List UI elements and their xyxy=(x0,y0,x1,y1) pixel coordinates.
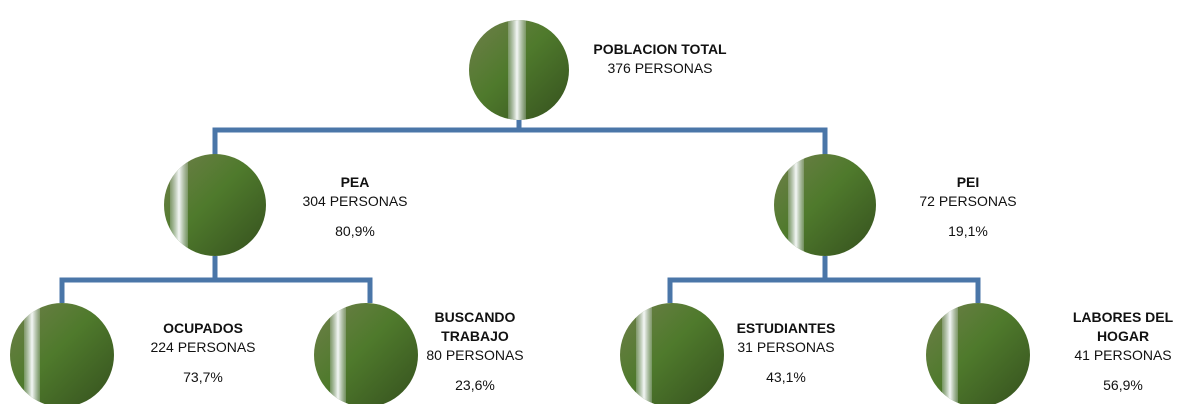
node-label: PEA 304 PERSONAS 80,9% xyxy=(285,173,425,241)
node-title: ESTUDIANTES xyxy=(736,320,836,336)
node-percent: 80,9% xyxy=(335,223,375,239)
photos xyxy=(10,20,1030,404)
connector xyxy=(667,256,981,303)
node-label: LABORES DEL HOGAR 41 PERSONAS 56,9% xyxy=(1068,308,1178,395)
connector xyxy=(212,118,828,155)
node-count: 376 PERSONAS xyxy=(607,60,713,76)
node-label: POBLACION TOTAL 376 PERSONAS xyxy=(570,40,750,78)
photo xyxy=(10,303,114,404)
photo xyxy=(620,303,724,404)
photo xyxy=(926,303,1030,404)
connector xyxy=(59,256,373,303)
node-title: PEA xyxy=(340,174,370,190)
node-percent: 19,1% xyxy=(948,223,988,239)
node-count: 41 PERSONAS xyxy=(1074,347,1172,363)
node-percent: 23,6% xyxy=(455,377,495,393)
node-title: LABORES DEL HOGAR xyxy=(1072,309,1174,344)
node-percent: 56,9% xyxy=(1103,377,1143,393)
node-percent: 43,1% xyxy=(766,369,806,385)
node-count: 72 PERSONAS xyxy=(919,193,1017,209)
node-count: 31 PERSONAS xyxy=(737,339,835,355)
node-label: PEI 72 PERSONAS 19,1% xyxy=(898,173,1038,241)
photo xyxy=(164,154,266,256)
connectors xyxy=(59,118,981,303)
node-title: BUSCANDO TRABAJO xyxy=(434,309,516,344)
node-count: 304 PERSONAS xyxy=(302,193,408,209)
node-title: POBLACION TOTAL xyxy=(593,41,727,57)
node-count: 80 PERSONAS xyxy=(426,347,524,363)
node-title: PEI xyxy=(956,174,980,190)
photo xyxy=(774,154,876,256)
node-label: OCUPADOS 224 PERSONAS 73,7% xyxy=(133,319,273,387)
node-label: ESTUDIANTES 31 PERSONAS 43,1% xyxy=(716,319,856,387)
photo xyxy=(314,303,418,404)
photo xyxy=(469,20,569,120)
node-percent: 73,7% xyxy=(183,369,223,385)
node-count: 224 PERSONAS xyxy=(150,339,256,355)
node-label: BUSCANDO TRABAJO 80 PERSONAS 23,6% xyxy=(420,308,530,395)
node-title: OCUPADOS xyxy=(163,320,243,336)
